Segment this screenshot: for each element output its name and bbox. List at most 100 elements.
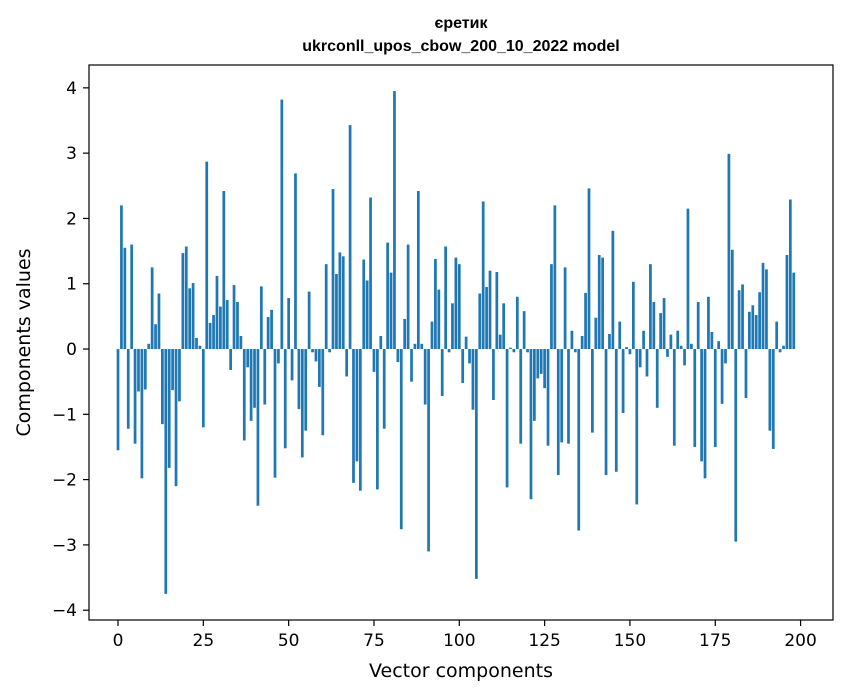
bar-113: [502, 303, 506, 350]
bar-12: [157, 293, 161, 350]
bar-97: [447, 349, 451, 353]
bar-66: [341, 256, 345, 350]
bar-160: [662, 298, 666, 350]
bar-84: [403, 318, 407, 350]
y-tick-label--4: −4: [52, 601, 77, 621]
x-tick-label-75: 75: [363, 631, 385, 651]
bar-163: [672, 349, 676, 446]
bar-173: [707, 296, 710, 350]
bar-149: [625, 347, 628, 350]
bar-126: [546, 349, 550, 446]
bar-64: [335, 273, 338, 350]
bar-158: [655, 349, 659, 408]
bar-35: [236, 302, 239, 350]
bar-28: [212, 315, 215, 350]
bar-57: [311, 349, 314, 353]
bar-42: [259, 286, 263, 350]
y-axis-ticks: −4 −3 −2 −1 0 1 2 3 4: [52, 79, 89, 621]
y-tick-label-0: 0: [66, 340, 77, 360]
bar-106: [478, 293, 482, 350]
bar-98: [451, 303, 454, 350]
bar-63: [331, 189, 335, 350]
bar-89: [420, 343, 424, 350]
bar-76: [376, 349, 379, 490]
bar-139: [591, 349, 594, 433]
bar-75: [372, 349, 376, 372]
bar-31: [222, 191, 226, 350]
bar-81: [393, 91, 396, 350]
bar-45: [270, 309, 273, 350]
bar-16: [171, 349, 174, 391]
bar-1: [120, 205, 123, 350]
bar-191: [768, 349, 772, 431]
bar-77: [379, 335, 383, 350]
bar-47: [277, 349, 280, 364]
chart-subtitle: ukrconll_upos_cbow_200_10_2022 model: [302, 38, 619, 55]
bar-60: [321, 349, 325, 436]
bar-93: [434, 258, 437, 350]
bar-194: [778, 349, 782, 353]
bar-27: [208, 322, 212, 350]
bar-161: [666, 349, 669, 357]
bar-116: [512, 349, 516, 353]
x-axis-ticks: 0 25 50 75 100 125 150 175 200: [113, 620, 817, 651]
bar-101: [461, 349, 465, 383]
bar-25: [201, 349, 205, 428]
bar-181: [734, 349, 738, 542]
bar-104: [471, 349, 475, 410]
bar-series: [116, 91, 796, 594]
bar-129: [556, 349, 560, 476]
bar-159: [659, 313, 663, 350]
bar-125: [543, 349, 546, 389]
bar-13: [161, 349, 164, 425]
bar-157: [652, 302, 656, 350]
bar-167: [686, 208, 690, 350]
bar-117: [515, 296, 519, 350]
bar-107: [481, 201, 485, 350]
bar-6: [137, 349, 140, 392]
bar-53: [297, 349, 301, 410]
bar-105: [474, 349, 478, 579]
bar-7: [140, 349, 144, 479]
bar-55: [304, 349, 308, 431]
bar-51: [290, 349, 294, 381]
bar-68: [348, 125, 352, 350]
bar-41: [256, 349, 260, 506]
bar-4: [130, 244, 134, 350]
bar-54: [300, 349, 304, 458]
bar-58: [314, 349, 318, 362]
chart-title: єретик: [435, 15, 489, 32]
bar-193: [775, 321, 779, 350]
bar-136: [580, 335, 584, 350]
y-tick-label--3: −3: [52, 536, 77, 556]
bar-29: [215, 275, 219, 350]
bar-48: [280, 99, 284, 350]
bar-5: [133, 349, 137, 444]
bar-96: [444, 246, 448, 350]
bar-0: [116, 349, 120, 451]
x-tick-label-175: 175: [699, 631, 731, 651]
bar-74: [369, 197, 372, 350]
bar-79: [386, 242, 389, 350]
bar-82: [396, 349, 400, 363]
bar-72: [362, 259, 366, 350]
bar-184: [744, 349, 748, 398]
bar-62: [328, 349, 331, 353]
bar-37: [242, 349, 246, 441]
bar-185: [748, 311, 751, 350]
bar-188: [758, 292, 761, 350]
bar-43: [263, 349, 267, 405]
bar-198: [792, 272, 796, 350]
bar-73: [365, 280, 369, 350]
bar-137: [584, 292, 587, 350]
bar-177: [720, 349, 724, 404]
bar-118: [519, 349, 523, 444]
bar-91: [427, 349, 430, 552]
bar-166: [683, 349, 686, 366]
bar-151: [631, 281, 635, 350]
bar-145: [611, 230, 615, 350]
x-axis-label: Vector components: [369, 660, 553, 682]
bar-39: [249, 349, 253, 421]
x-tick-label-50: 50: [278, 631, 300, 651]
